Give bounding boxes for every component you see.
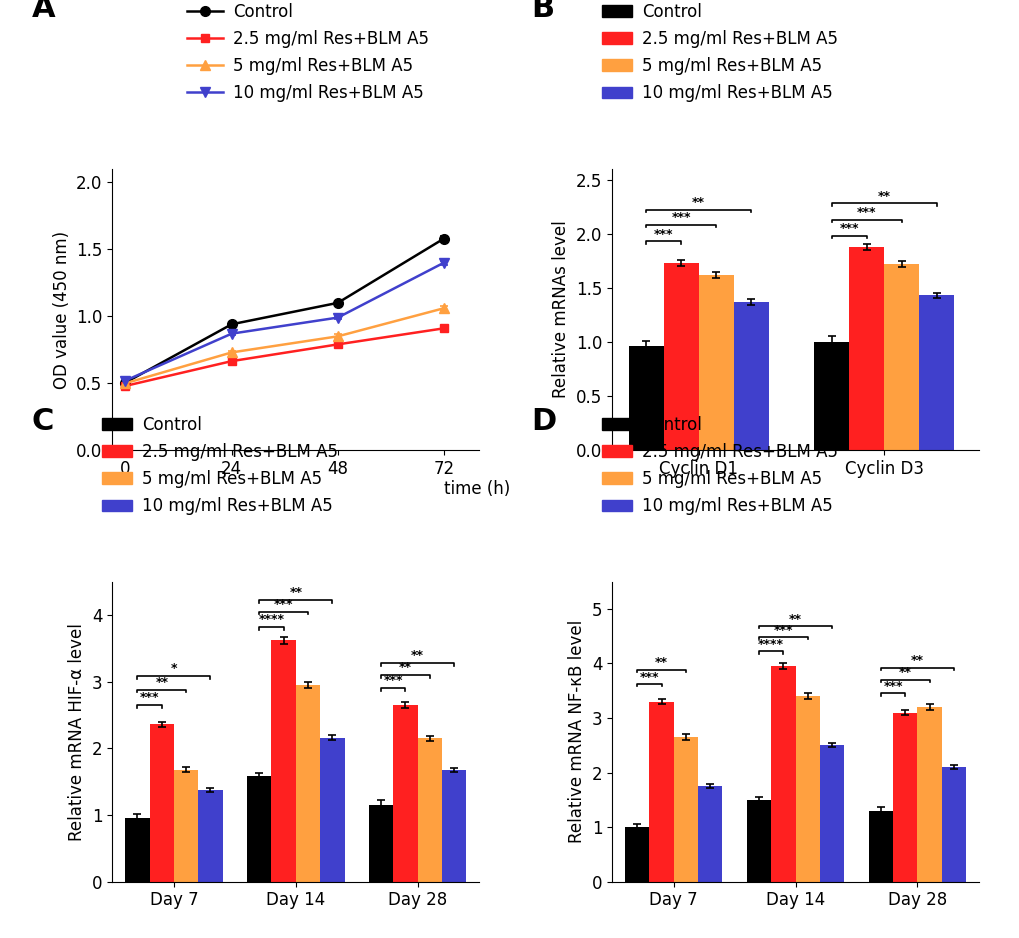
Text: ***: *** — [273, 598, 293, 611]
Text: ***: *** — [639, 671, 658, 684]
Bar — [883, 265, 918, 450]
Bar — [198, 790, 222, 882]
Text: D: D — [531, 407, 556, 436]
Text: C: C — [32, 407, 54, 436]
Legend: Control, 2.5 mg/ml Res+BLM A5, 5 mg/ml Res+BLM A5, 10 mg/ml Res+BLM A5: Control, 2.5 mg/ml Res+BLM A5, 5 mg/ml R… — [102, 416, 338, 515]
Bar — [125, 818, 150, 882]
Y-axis label: Relative mRNA HIF-α level: Relative mRNA HIF-α level — [68, 623, 87, 840]
Bar — [918, 295, 954, 450]
Bar — [150, 724, 174, 882]
Text: **: ** — [289, 586, 302, 599]
Text: **: ** — [877, 189, 890, 203]
Text: ***: *** — [856, 206, 875, 219]
Bar — [770, 666, 795, 882]
Bar — [698, 275, 733, 450]
Bar — [441, 770, 466, 882]
Text: B: B — [531, 0, 553, 23]
Text: *: * — [170, 662, 177, 675]
Text: **: ** — [898, 666, 911, 679]
Text: **: ** — [789, 613, 801, 626]
Bar — [674, 737, 697, 882]
Bar — [625, 827, 649, 882]
Bar — [296, 685, 320, 882]
Text: A: A — [32, 0, 55, 23]
Bar — [819, 746, 844, 882]
Bar — [941, 767, 965, 882]
Bar — [320, 737, 344, 882]
Bar — [733, 302, 768, 450]
Text: **: ** — [692, 196, 704, 209]
Bar — [795, 696, 819, 882]
Text: **: ** — [398, 661, 412, 674]
Bar — [393, 705, 417, 882]
Legend: Control, 2.5 mg/ml Res+BLM A5, 5 mg/ml Res+BLM A5, 10 mg/ml Res+BLM A5: Control, 2.5 mg/ml Res+BLM A5, 5 mg/ml R… — [186, 3, 429, 102]
Text: ****: **** — [258, 613, 284, 627]
Text: **: ** — [910, 654, 923, 667]
Text: ***: *** — [839, 222, 858, 235]
Text: **: ** — [411, 649, 424, 662]
Bar — [271, 641, 296, 882]
Text: **: ** — [654, 657, 667, 670]
Legend: Control, 2.5 mg/ml Res+BLM A5, 5 mg/ml Res+BLM A5, 10 mg/ml Res+BLM A5: Control, 2.5 mg/ml Res+BLM A5, 5 mg/ml R… — [601, 3, 838, 102]
Bar — [417, 738, 441, 882]
Bar — [649, 702, 674, 882]
Bar — [174, 770, 198, 882]
Legend: Control, 2.5 mg/ml Res+BLM A5, 5 mg/ml Res+BLM A5, 10 mg/ml Res+BLM A5: Control, 2.5 mg/ml Res+BLM A5, 5 mg/ml R… — [601, 416, 838, 515]
Bar — [849, 247, 883, 450]
Bar — [813, 342, 849, 450]
Bar — [916, 707, 941, 882]
Bar — [247, 777, 271, 882]
Bar — [746, 800, 770, 882]
Text: ****: **** — [757, 638, 784, 651]
Text: ***: *** — [653, 228, 673, 241]
Y-axis label: Relative mRNA NF-κB level: Relative mRNA NF-κB level — [568, 620, 586, 843]
Bar — [663, 263, 698, 450]
Text: ***: *** — [140, 691, 159, 704]
Bar — [868, 810, 893, 882]
Text: **: ** — [155, 675, 168, 688]
Text: ***: *** — [882, 680, 902, 693]
Y-axis label: OD value (450 nm): OD value (450 nm) — [53, 231, 70, 388]
Bar — [369, 805, 393, 882]
Y-axis label: Relative mRNAs level: Relative mRNAs level — [552, 220, 570, 399]
Text: ***: *** — [383, 674, 403, 688]
Text: time (h): time (h) — [443, 479, 510, 498]
Text: ***: *** — [671, 211, 690, 224]
Bar — [893, 713, 916, 882]
Bar — [628, 346, 663, 450]
Text: ***: *** — [772, 624, 793, 637]
Bar — [697, 786, 721, 882]
